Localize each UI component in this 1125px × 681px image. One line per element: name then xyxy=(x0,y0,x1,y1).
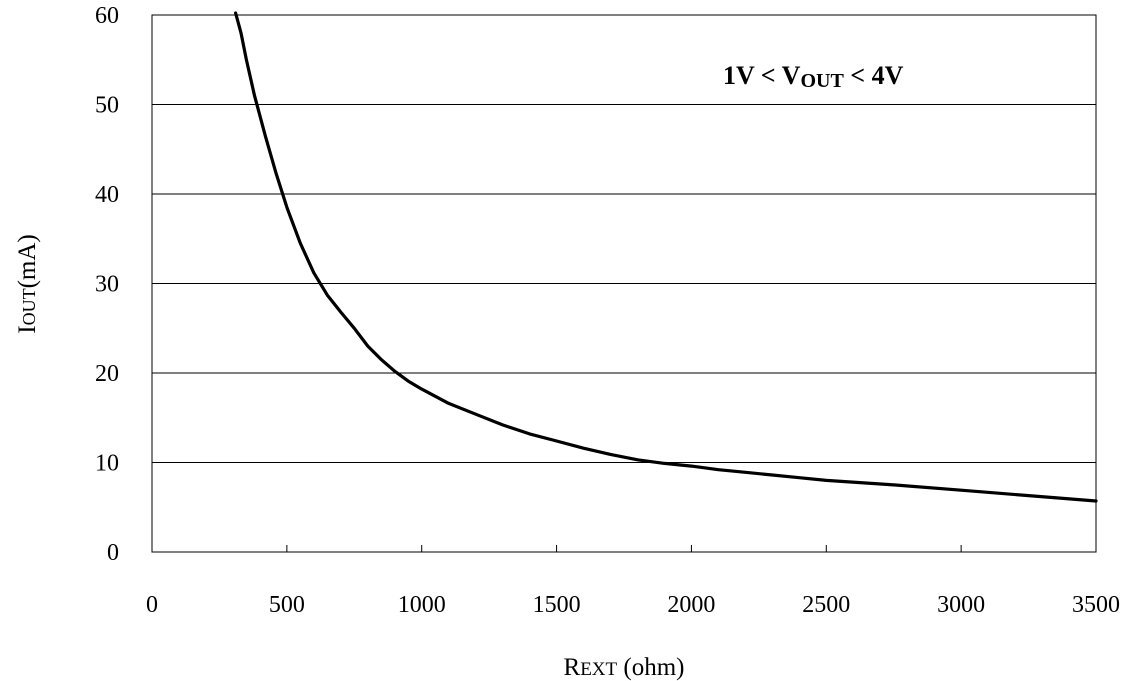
y-tick-label-60: 60 xyxy=(95,3,119,29)
y-tick-label-50: 50 xyxy=(95,93,119,119)
x-axis-title: REXT (ohm) xyxy=(564,654,685,681)
data-line xyxy=(234,11,1098,503)
annotation-prefix: 1V < V xyxy=(723,61,801,90)
x-axis-title-unit: (ohm) xyxy=(617,654,684,681)
x-axis-title-main: R xyxy=(564,654,581,681)
y-tick-label-10: 10 xyxy=(95,451,119,477)
y-axis-title-unit: (mA) xyxy=(14,234,41,288)
x-tick-label-3500: 3500 xyxy=(1072,592,1120,618)
x-tick-label-2500: 2500 xyxy=(802,592,850,618)
y-axis-title-sub: OUT xyxy=(19,288,39,325)
x-tick-label-3000: 3000 xyxy=(937,592,985,618)
x-tick-label-2000: 2000 xyxy=(667,592,715,618)
annotation-label: 1V < VOUT < 4V xyxy=(723,61,904,92)
y-tick-label-0: 0 xyxy=(107,540,119,566)
y-axis-title-main: I xyxy=(14,325,41,333)
y-tick-label-40: 40 xyxy=(95,182,119,208)
annotation-subscript: OUT xyxy=(800,70,844,92)
annotation-suffix: < 4V xyxy=(844,61,904,90)
y-tick-labels: 0 10 20 30 40 50 60 xyxy=(95,3,119,566)
y-tick-label-30: 30 xyxy=(95,272,119,298)
x-tick-label-1000: 1000 xyxy=(398,592,446,618)
x-tick-label-1500: 1500 xyxy=(533,592,581,618)
x-tick-label-0: 0 xyxy=(146,592,158,618)
x-axis-title-sub: EXT xyxy=(580,659,617,680)
y-axis-title: IOUT(mA) xyxy=(14,234,41,333)
x-tick-labels: 0 500 1000 1500 2000 2500 3000 3500 xyxy=(146,592,1120,618)
plot-frame xyxy=(151,14,1097,553)
grid-lines xyxy=(152,14,1096,553)
x-tick-label-500: 500 xyxy=(269,592,305,618)
y-tick-label-20: 20 xyxy=(95,361,119,387)
x-tick-marks xyxy=(151,545,1097,552)
